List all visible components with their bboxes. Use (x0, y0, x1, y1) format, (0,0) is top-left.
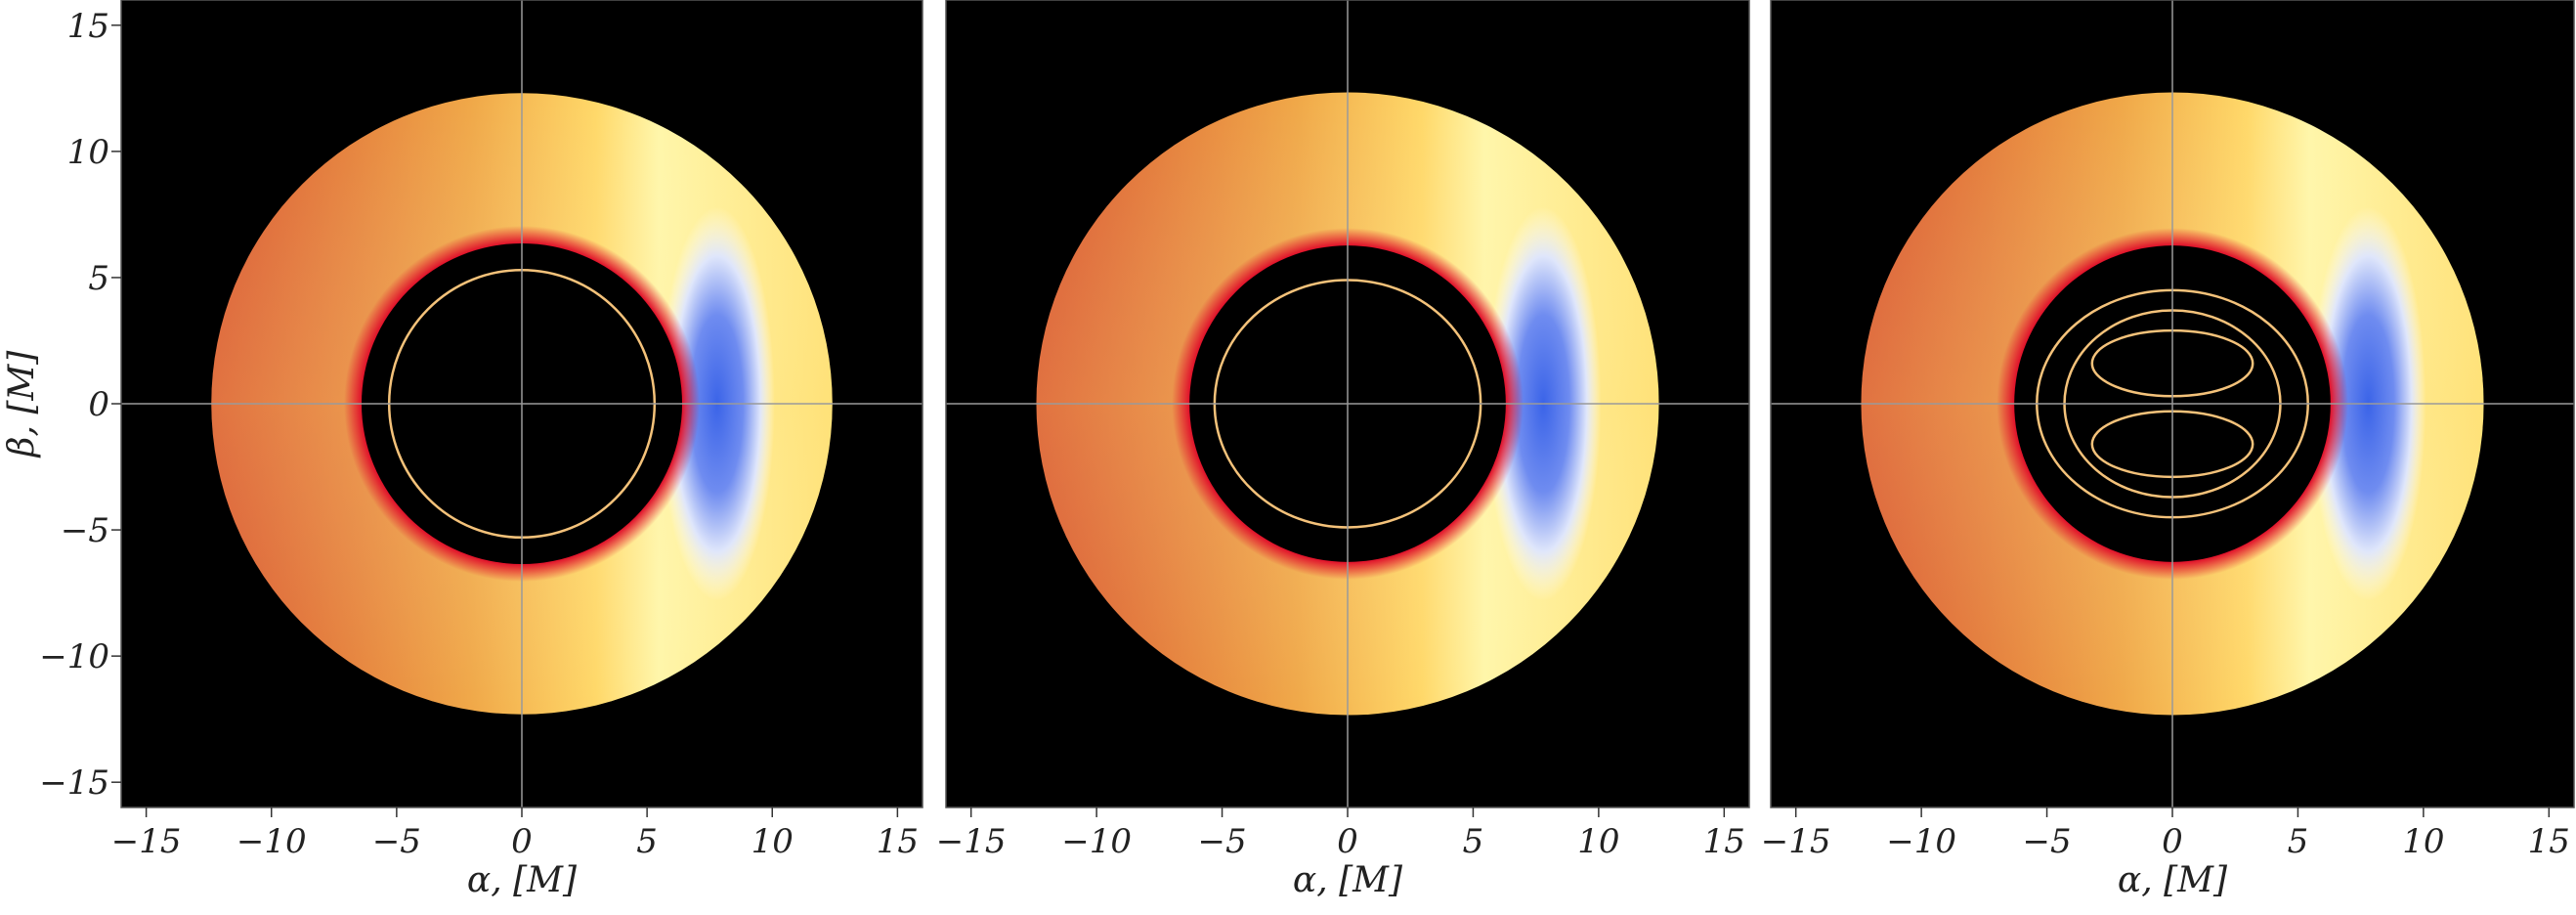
y-tick-label: −15 (39, 763, 109, 803)
x-tick-label: 10 (751, 822, 794, 861)
y-tick-label: −5 (61, 511, 109, 550)
x-tick-label: 0 (1337, 822, 1358, 861)
y-tick-label: −10 (39, 637, 109, 676)
panel-left: −15 −10 −5 0 5 10 15 −15 −10 −5 0 5 10 15 α, [M] β, [M] (2, 0, 923, 900)
x-tick-label: −5 (1198, 822, 1247, 861)
x-tick-label: 15 (2528, 822, 2570, 861)
x-axis-label: α, [M] (467, 860, 578, 900)
x-tick-label: −10 (1061, 822, 1132, 861)
x-tick-label: 5 (2288, 822, 2309, 861)
y-tick-label: 5 (88, 259, 109, 298)
x-tick-label: −15 (111, 822, 182, 861)
x-tick-label: 15 (1703, 822, 1745, 861)
x-tick-label: −15 (1761, 822, 1831, 861)
x-tick-label: 10 (1577, 822, 1619, 861)
x-tick-label: 0 (2162, 822, 2183, 861)
x-tick-label: 5 (1463, 822, 1484, 861)
x-tick-label: −5 (372, 822, 421, 861)
x-tick-label: −5 (2023, 822, 2072, 861)
x-axis-label: α, [M] (2118, 860, 2228, 900)
y-axis-label: β, [M] (2, 350, 42, 459)
x-axis-label: α, [M] (1293, 860, 1403, 900)
x-tick-label: 10 (2402, 822, 2444, 861)
x-tick-label: −10 (236, 822, 307, 861)
x-tick-label: 15 (877, 822, 919, 861)
x-tick-label: 5 (636, 822, 658, 861)
y-tick-label: 0 (88, 385, 109, 424)
panel-middle: −15 −10 −5 0 5 10 15 α, [M] (936, 0, 1750, 900)
panel-right: −15 −10 −5 0 5 10 15 α, [M] (1761, 0, 2575, 900)
x-tick-label: −15 (936, 822, 1007, 861)
x-tick-label: −10 (1886, 822, 1956, 861)
x-tick-label: 0 (511, 822, 533, 861)
y-tick-label: 15 (67, 7, 109, 46)
y-tick-label: 10 (67, 133, 109, 172)
